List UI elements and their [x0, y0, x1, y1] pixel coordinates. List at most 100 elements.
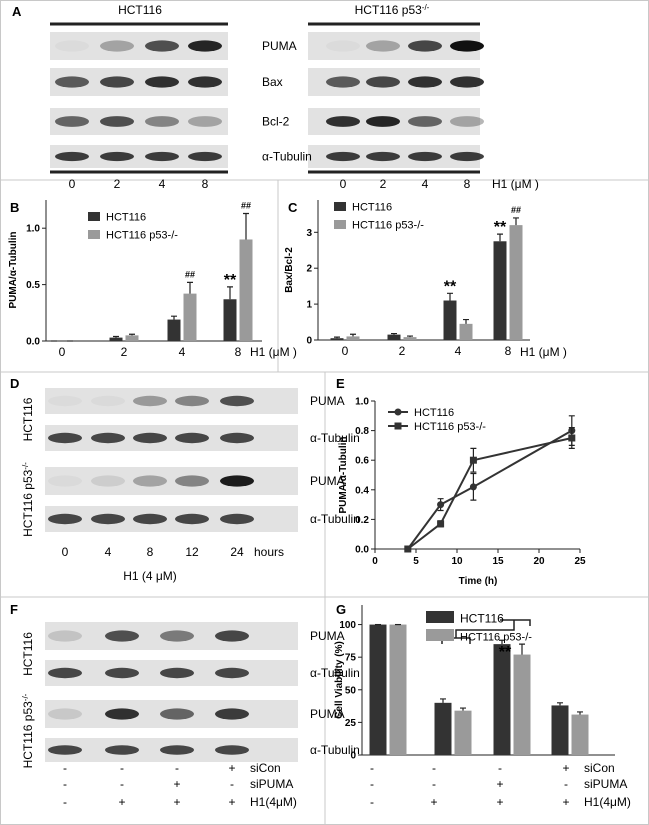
- panel-dividers: [0, 179, 649, 825]
- group-title: HCT116: [118, 3, 162, 17]
- blot-band: [326, 116, 360, 127]
- blot-band: [175, 395, 209, 407]
- x-tick-label: 2: [399, 344, 406, 358]
- point: [404, 545, 412, 553]
- y-tick-label: 0.2: [355, 515, 369, 526]
- blot-band: [366, 116, 400, 127]
- condition-sign: -: [120, 777, 124, 791]
- point: [568, 434, 576, 442]
- error-bar: [447, 292, 453, 301]
- condition-sign: +: [228, 761, 235, 775]
- significance-mark: ##: [241, 201, 251, 211]
- protein-label: α-Tubulin: [310, 512, 360, 526]
- blot-band: [48, 432, 82, 444]
- blot-band: [326, 76, 360, 88]
- bar: [493, 644, 511, 755]
- x-tick-label: 4: [455, 344, 462, 358]
- blot-band: [48, 667, 82, 679]
- lane-label: 0: [62, 545, 69, 559]
- bar: [443, 300, 457, 340]
- blot-band: [105, 745, 139, 755]
- blot-band: [326, 40, 360, 51]
- blot-band: [160, 667, 194, 679]
- condition-sign: +: [173, 795, 180, 809]
- lane-label: 12: [185, 545, 199, 559]
- blot-band: [145, 116, 179, 127]
- blot-band: [91, 395, 125, 407]
- group-title: HCT116 p53-/-: [355, 3, 430, 18]
- y-tick-label: 1.0: [355, 397, 369, 408]
- cell-line-label-main: HCT116: [21, 632, 35, 676]
- blot-strip: [45, 506, 298, 532]
- blot-band: [48, 708, 82, 720]
- blot-band: [48, 475, 82, 487]
- bar: [493, 241, 507, 340]
- significance-mark: **: [494, 219, 507, 236]
- lane-unit: H1 (μM ): [492, 177, 539, 191]
- lane-label: 4: [105, 545, 112, 559]
- cell-line-label-main: HCT116 p53: [21, 701, 35, 768]
- point: [469, 456, 477, 464]
- lane-label: 8: [147, 545, 154, 559]
- blot-band: [91, 432, 125, 444]
- bar: [551, 705, 569, 755]
- blot-band: [215, 667, 249, 679]
- lane-label: 24: [230, 545, 244, 559]
- condition-sign: +: [562, 795, 569, 809]
- condition-label: H1(4μM): [584, 795, 631, 809]
- error-bar: [460, 707, 466, 711]
- condition-sign: -: [498, 761, 502, 775]
- blot-band: [105, 708, 139, 720]
- legend-marker: [394, 422, 402, 430]
- blot-band: [91, 513, 125, 525]
- blot-band: [48, 630, 82, 642]
- error-bar: [499, 639, 505, 645]
- y-tick-label: 0.0: [355, 545, 369, 556]
- blot-band: [188, 151, 222, 162]
- error-bar: [391, 332, 397, 335]
- blot-band: [188, 40, 222, 52]
- protein-label: α-Tubulin: [310, 666, 360, 680]
- panel-letter: A: [12, 4, 22, 19]
- x-tick-label: 15: [492, 556, 504, 567]
- condition-sign: +: [430, 795, 437, 809]
- error-bar: [113, 335, 119, 338]
- error-bar: [557, 702, 563, 706]
- cell-line-label-sup: -/-: [21, 693, 30, 701]
- blot-band: [55, 116, 89, 127]
- blot-band: [133, 513, 167, 525]
- blot-band: [160, 630, 194, 642]
- blot-band: [175, 513, 209, 525]
- error-bar: [519, 643, 525, 655]
- bar: [454, 710, 472, 755]
- blot-band: [48, 745, 82, 755]
- protein-label: PUMA: [310, 629, 345, 643]
- condition-sign: -: [120, 761, 124, 775]
- blot-band: [48, 513, 82, 525]
- protein-label: PUMA: [310, 474, 345, 488]
- bar: [389, 624, 407, 755]
- blot-band: [48, 396, 82, 406]
- y-tick-label: 25: [345, 718, 357, 729]
- condition-sign: -: [432, 761, 436, 775]
- cell-line-label: HCT116 p53-/-: [21, 462, 36, 537]
- x-tick-label: 0: [59, 345, 66, 359]
- condition-sign: +: [496, 795, 503, 809]
- blot-band: [408, 151, 442, 162]
- y-tick-label: 3: [306, 228, 312, 239]
- blot-band: [215, 708, 249, 720]
- blot-band: [188, 116, 222, 127]
- blot-band: [145, 40, 179, 52]
- blot-band: [215, 630, 249, 642]
- blot-strip: [45, 425, 298, 451]
- blot-band: [408, 116, 442, 127]
- blot-band: [55, 151, 89, 162]
- x-tick-label: 8: [235, 345, 242, 359]
- blot-band: [450, 116, 484, 127]
- condition-sign: +: [228, 795, 235, 809]
- protein-label: PUMA: [262, 39, 297, 53]
- bar: [125, 335, 139, 341]
- significance-mark: **: [224, 272, 237, 289]
- y-tick-label: 0.8: [355, 426, 369, 437]
- error-bar: [227, 286, 233, 300]
